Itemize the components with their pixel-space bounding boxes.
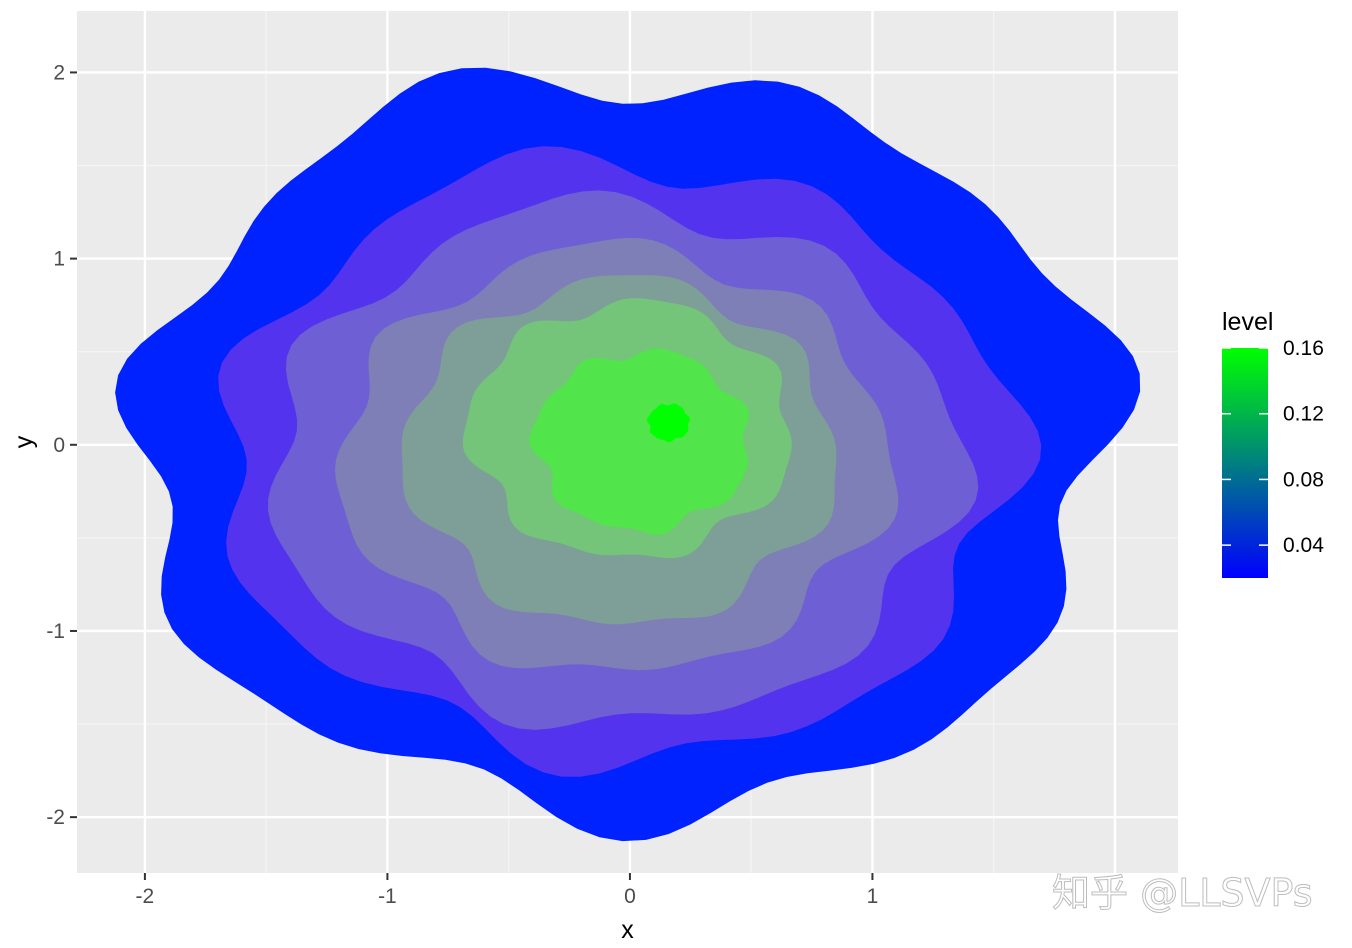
y-tick-label: -2 <box>46 806 65 829</box>
y-axis-title: y <box>10 435 38 448</box>
legend: level 0.04 0.08 0.12 0.16 <box>1222 308 1324 578</box>
x-tick-label: -2 <box>136 885 155 908</box>
legend-tick-label: 0.16 <box>1283 337 1324 360</box>
legend-ticks: 0.04 0.08 0.12 0.16 <box>1222 337 1324 557</box>
contour-band-7 <box>529 348 749 535</box>
legend-tick-label: 0.08 <box>1283 468 1324 491</box>
legend-tick-label: 0.04 <box>1283 534 1324 557</box>
y-tick-label: 0 <box>53 434 65 457</box>
y-tick-label: 2 <box>53 61 65 84</box>
x-axis-title: x <box>621 916 634 944</box>
legend-colorbar <box>1222 348 1268 578</box>
y-axis-ticks: -2 -1 0 1 2 <box>46 61 77 829</box>
contour-band-8 <box>647 403 691 443</box>
y-tick-label: -1 <box>46 620 65 643</box>
y-tick-label: 1 <box>53 248 65 271</box>
x-tick-label: 1 <box>867 885 879 908</box>
density-contours <box>115 67 1141 842</box>
watermark: 知乎 @LLSVPs <box>1052 871 1313 915</box>
legend-tick-label: 0.12 <box>1283 403 1324 426</box>
x-axis-ticks: -2 -1 0 1 <box>136 873 879 908</box>
x-tick-label: -1 <box>378 885 397 908</box>
x-tick-label: 0 <box>624 885 636 908</box>
legend-title: level <box>1222 308 1273 336</box>
